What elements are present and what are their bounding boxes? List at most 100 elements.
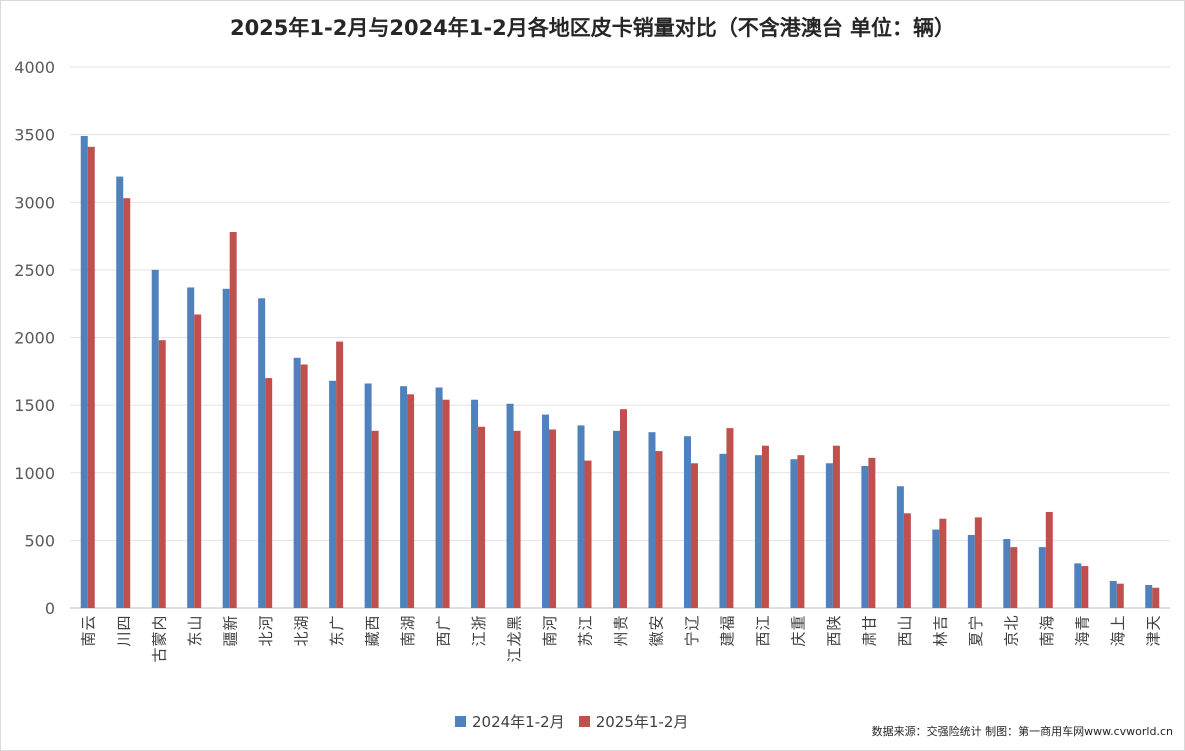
y-tick-label: 3000 <box>14 193 55 212</box>
x-tick-char: 川 <box>115 631 133 646</box>
bar <box>400 386 408 608</box>
x-tick-char: 辽 <box>683 615 701 630</box>
bar <box>478 426 486 608</box>
x-tick-char: 京 <box>1002 631 1020 646</box>
bar <box>116 176 124 609</box>
y-tick-label: 2000 <box>14 329 55 348</box>
bar <box>967 534 975 608</box>
x-tick-char: 庆 <box>789 631 807 646</box>
bar <box>158 340 166 608</box>
x-tick-char: 湖 <box>293 615 311 630</box>
bar <box>1045 511 1053 608</box>
legend-swatch-2025 <box>578 716 590 727</box>
bar <box>861 465 869 608</box>
x-tick-char: 建 <box>718 631 736 646</box>
legend-label-2024: 2024年1-2月 <box>472 713 565 731</box>
x-tick-char: 山 <box>186 615 204 630</box>
bar <box>648 432 656 608</box>
bar <box>613 430 620 608</box>
x-tick-char: 海 <box>1073 631 1091 646</box>
x-tick-char: 徽 <box>647 631 665 646</box>
bar <box>655 451 663 608</box>
bar <box>80 135 88 609</box>
bar <box>300 364 308 608</box>
bar <box>151 269 159 608</box>
bar <box>442 399 450 608</box>
x-tick-char: 古 <box>151 647 169 662</box>
bar <box>222 288 230 608</box>
x-tick-char: 藏 <box>364 631 382 646</box>
bar <box>265 378 273 608</box>
x-tick-char: 天 <box>1144 615 1162 630</box>
bar <box>371 430 379 608</box>
bar <box>577 425 585 608</box>
bar <box>683 436 691 608</box>
x-tick-char: 西 <box>896 631 914 646</box>
bar <box>719 453 727 608</box>
bar <box>123 198 131 608</box>
bar <box>832 445 840 608</box>
bar <box>790 459 798 608</box>
x-tick-char: 蒙 <box>151 631 169 646</box>
bar <box>761 445 769 608</box>
x-tick-char: 新 <box>222 615 240 630</box>
x-tick-char: 南 <box>541 631 559 646</box>
bar <box>1074 563 1082 608</box>
bar <box>896 486 904 608</box>
bar <box>1081 566 1089 608</box>
x-tick-char: 广 <box>328 615 346 630</box>
bar <box>258 298 266 608</box>
bar <box>903 513 911 608</box>
x-tick-char: 江 <box>754 615 772 630</box>
x-tick-char: 夏 <box>967 631 985 646</box>
bar <box>1145 585 1153 608</box>
bar <box>506 403 514 608</box>
y-tick-label: 3500 <box>14 126 55 145</box>
bar <box>1003 539 1011 608</box>
x-tick-char: 江 <box>470 631 488 646</box>
legend-label-2025: 2025年1-2月 <box>595 713 689 731</box>
bar <box>974 517 982 608</box>
y-tick-label: 4000 <box>14 58 55 77</box>
y-tick-label: 1500 <box>14 396 55 415</box>
x-tick-char: 北 <box>257 631 275 646</box>
bar <box>549 429 557 608</box>
x-tick-char: 江 <box>506 647 524 662</box>
y-tick-label: 0 <box>45 599 55 618</box>
bar <box>939 518 947 608</box>
x-tick-char: 肃 <box>860 631 878 646</box>
bar <box>932 529 940 608</box>
bar <box>407 394 415 608</box>
x-tick-char: 上 <box>1109 615 1127 630</box>
bar <box>690 463 698 608</box>
x-tick-char: 河 <box>541 615 559 630</box>
x-tick-char: 贵 <box>612 615 630 630</box>
x-tick-char: 东 <box>328 631 346 646</box>
x-tick-char: 河 <box>257 615 275 630</box>
bar <box>542 414 550 608</box>
y-tick-label: 500 <box>24 531 55 550</box>
x-tick-char: 浙 <box>470 615 488 630</box>
bar <box>336 341 344 608</box>
bar <box>754 455 762 608</box>
bar <box>471 399 479 608</box>
x-tick-char: 陕 <box>825 615 843 630</box>
bar <box>87 146 95 609</box>
bar <box>435 387 443 608</box>
x-tick-char: 东 <box>186 631 204 646</box>
x-tick-char: 州 <box>612 631 630 646</box>
x-tick-char: 西 <box>435 631 453 646</box>
x-tick-char: 海 <box>1109 631 1127 646</box>
x-tick-char: 青 <box>1073 615 1091 630</box>
legend-item-2025: 2025年1-2月 <box>578 711 689 732</box>
legend: 2024年1-2月 2025年1-2月 <box>455 711 702 732</box>
x-tick-char: 安 <box>647 615 665 630</box>
bar <box>329 380 337 608</box>
legend-item-2024: 2024年1-2月 <box>455 711 565 732</box>
x-tick-char: 江 <box>577 615 595 630</box>
bar <box>1109 580 1117 608</box>
y-tick-label: 1000 <box>14 464 55 483</box>
bar <box>229 232 237 608</box>
bar <box>194 314 202 608</box>
